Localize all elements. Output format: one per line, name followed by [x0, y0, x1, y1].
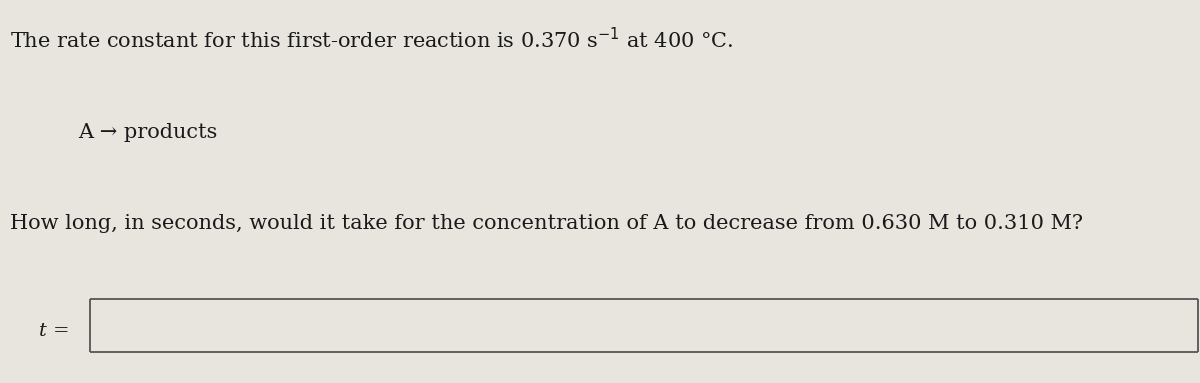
Text: A → products: A → products — [78, 123, 217, 142]
Text: How long, in seconds, would it take for the concentration of A to decrease from : How long, in seconds, would it take for … — [10, 214, 1082, 234]
Text: The rate constant for this first-order reaction is 0.370 s$^{-1}$ at 400 °C.: The rate constant for this first-order r… — [10, 27, 733, 52]
Text: t =: t = — [40, 322, 70, 340]
